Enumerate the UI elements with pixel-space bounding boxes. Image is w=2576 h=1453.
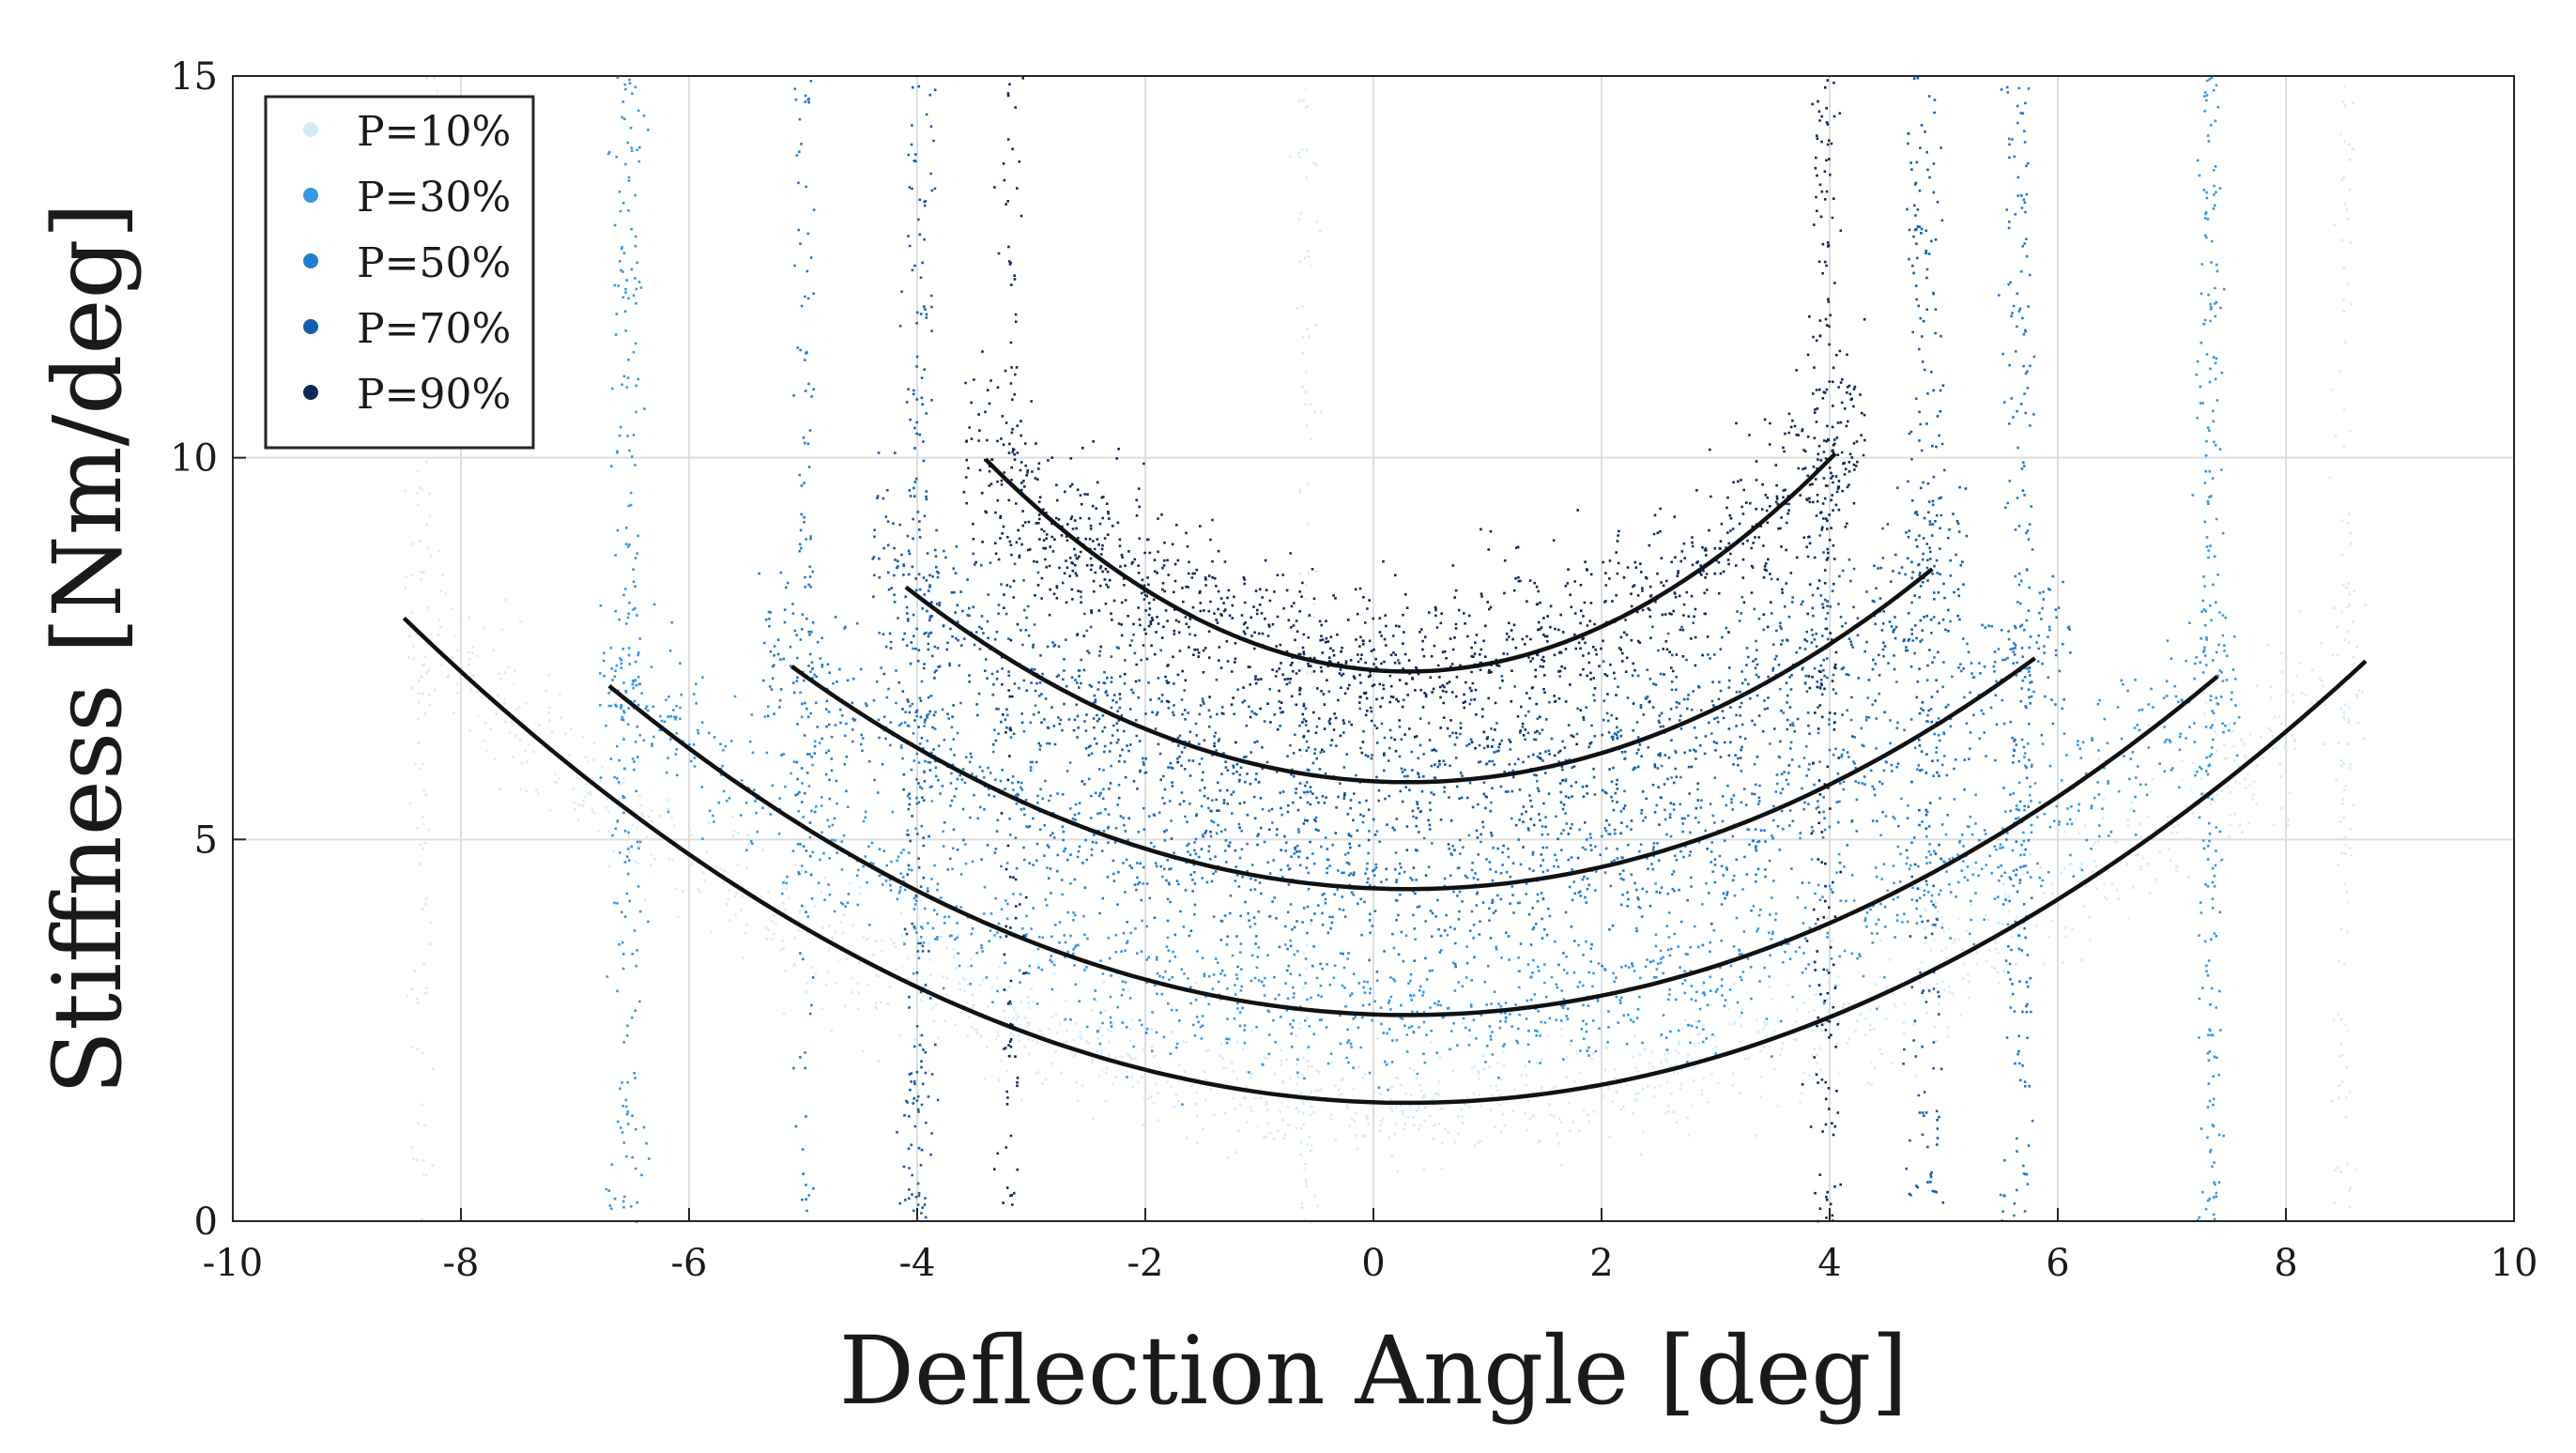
x-tick-label: 8 — [2274, 1242, 2297, 1285]
fit-curve-10 — [402, 616, 2368, 1106]
legend: P=10% P=30% P=50% P=70% P=90% — [264, 95, 535, 450]
y-tick-label: 15 — [170, 55, 218, 99]
x-tick-label: -4 — [899, 1242, 936, 1285]
x-tick-label: -10 — [203, 1242, 263, 1285]
x-tick-label: -8 — [443, 1242, 480, 1285]
legend-marker — [303, 319, 318, 334]
legend-marker — [303, 122, 318, 137]
y-tick-label: 0 — [194, 1201, 218, 1244]
fit-curve-30 — [607, 674, 2219, 1017]
axis-ticks: -10 -8 -6 -4 -2 0 2 4 6 8 10 0 5 10 15 — [170, 55, 2538, 1285]
y-tick-label: 10 — [170, 437, 218, 481]
legend-label: P=70% — [357, 305, 511, 353]
legend-label: P=50% — [357, 239, 511, 287]
fit-curves — [402, 451, 2368, 1106]
y-tick-label: 5 — [194, 818, 218, 862]
legend-marker — [303, 188, 318, 203]
legend-marker — [303, 385, 318, 400]
x-tick-label: -2 — [1127, 1242, 1164, 1285]
x-tick-label: -6 — [671, 1242, 708, 1285]
fit-curve-70 — [904, 567, 1934, 785]
x-tick-label: 10 — [2491, 1242, 2538, 1285]
y-axis-label: Stiffness [Nm/deg] — [33, 203, 143, 1095]
x-axis-label: Deflection Angle [deg] — [839, 1316, 1909, 1426]
x-tick-label: 0 — [1361, 1242, 1385, 1285]
fit-curve-90 — [984, 451, 1837, 674]
fit-curve-50 — [790, 656, 2037, 892]
x-tick-label: 2 — [1589, 1242, 1613, 1285]
legend-label: P=90% — [357, 371, 511, 419]
x-tick-label: 4 — [1817, 1242, 1841, 1285]
legend-label: P=10% — [357, 108, 511, 156]
legend-marker — [303, 253, 318, 268]
legend-label: P=30% — [357, 174, 511, 222]
x-tick-label: 6 — [2046, 1242, 2069, 1285]
